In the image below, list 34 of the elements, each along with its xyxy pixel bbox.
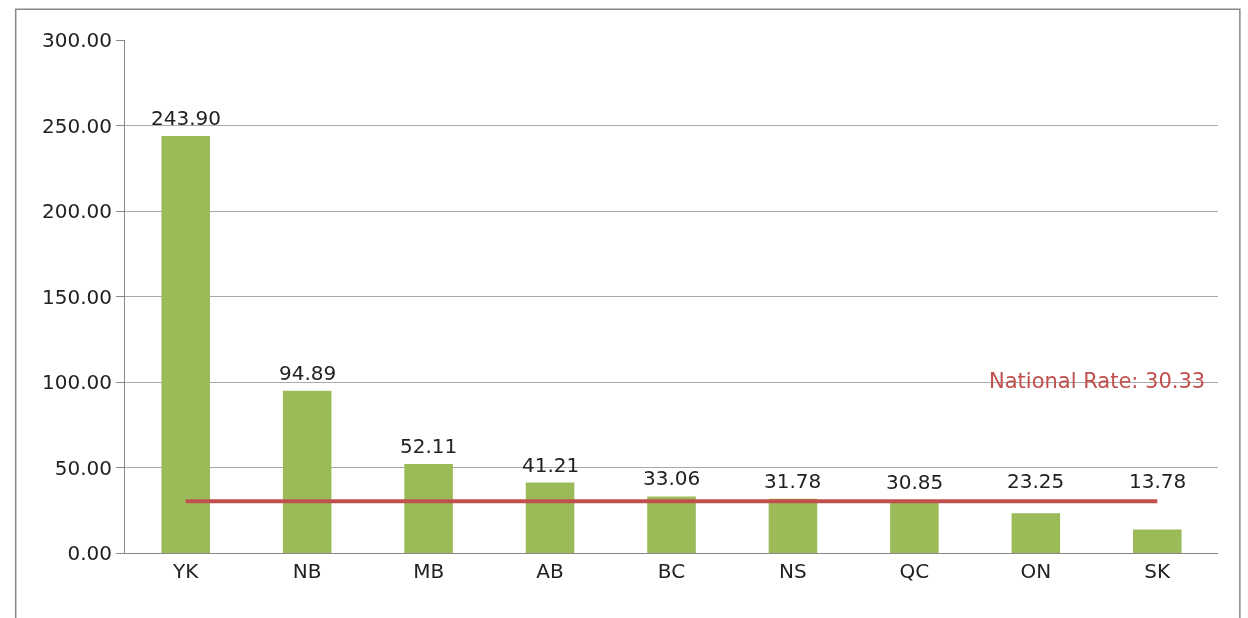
- x-tick-label: YK: [172, 559, 200, 583]
- y-tick-label: 300.00: [42, 28, 112, 52]
- bar: [647, 496, 696, 553]
- x-tick-label: BC: [657, 559, 686, 583]
- bar: [890, 500, 939, 553]
- ref-line-label: National Rate: 30.33: [989, 369, 1206, 393]
- data-label: 31.78: [764, 469, 822, 493]
- y-tick-label: 0.00: [67, 541, 112, 565]
- bar: [282, 390, 332, 553]
- data-label: 94.89: [279, 361, 337, 385]
- bar: [525, 482, 575, 553]
- data-label: 41.21: [522, 453, 580, 477]
- bar: [1011, 513, 1061, 553]
- y-tick-label: 200.00: [42, 199, 112, 223]
- x-tick-label: ON: [1020, 559, 1052, 583]
- x-tick-label: SK: [1144, 559, 1172, 583]
- x-tick-label: AB: [536, 559, 564, 583]
- y-tick-label: 250.00: [42, 113, 112, 138]
- bar: [1132, 529, 1182, 553]
- bar: [161, 135, 211, 553]
- x-tick-label: NB: [292, 559, 322, 583]
- data-label: 23.25: [1007, 469, 1065, 493]
- x-tick-label: QC: [899, 559, 930, 583]
- y-tick-label: 100.00: [42, 370, 112, 394]
- y-tick-label: 50.00: [54, 455, 112, 480]
- x-tick-label: NS: [779, 559, 807, 583]
- data-label: 30.85: [886, 470, 944, 494]
- data-label: 52.11: [400, 434, 458, 458]
- bar: [404, 463, 453, 553]
- y-tick-label: 150.00: [42, 284, 112, 309]
- data-label: 13.78: [1129, 469, 1187, 493]
- data-label: 243.90: [151, 106, 221, 130]
- data-label: 33.06: [643, 466, 701, 490]
- x-tick-label: MB: [413, 559, 445, 583]
